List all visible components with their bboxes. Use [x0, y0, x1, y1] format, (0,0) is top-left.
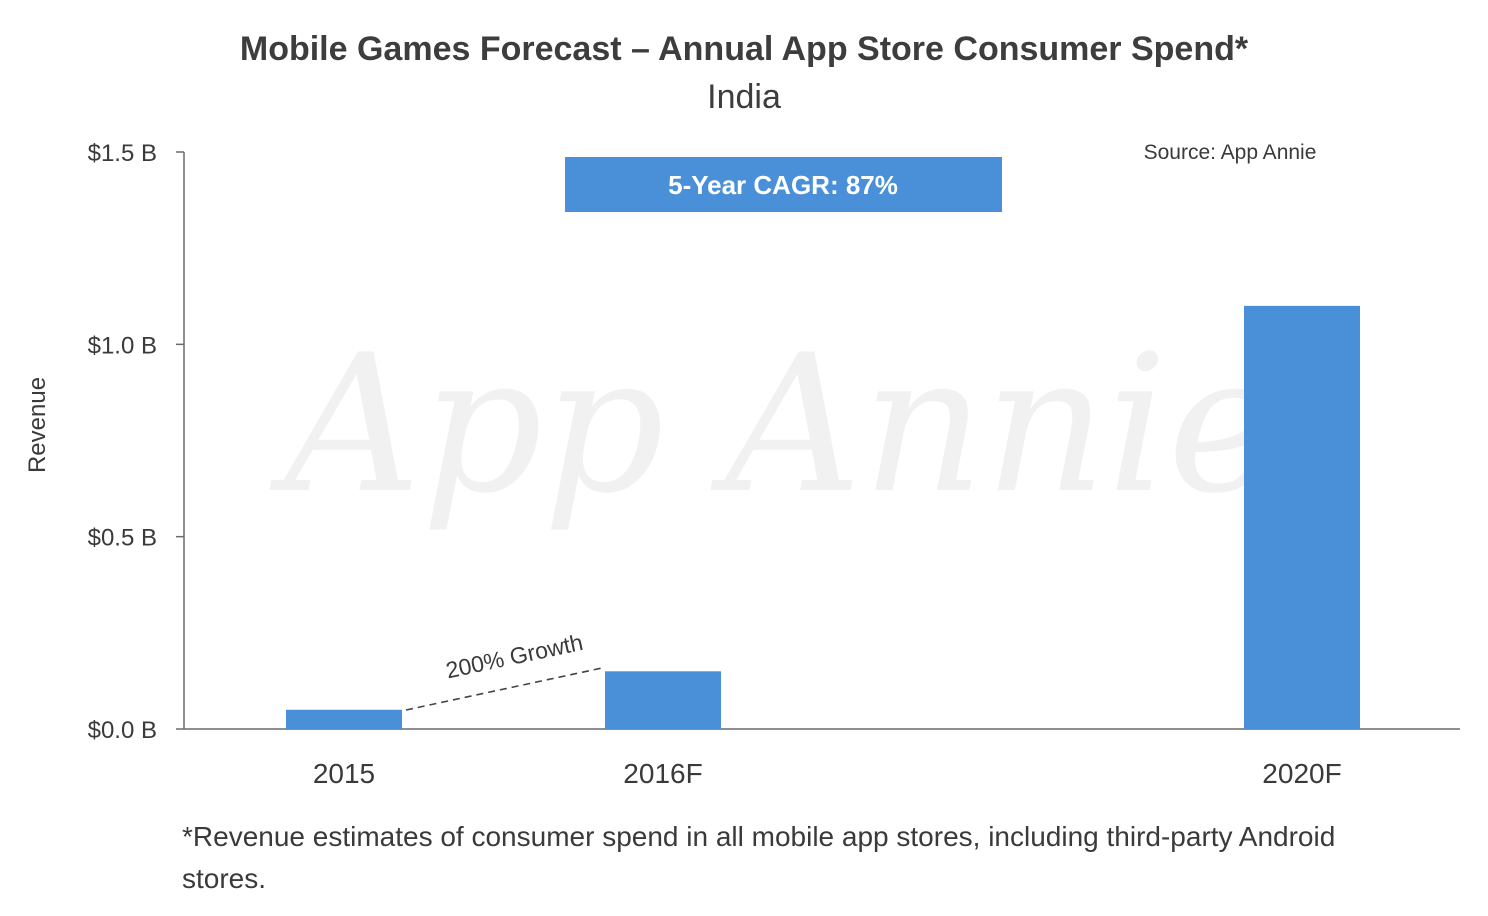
- chart-title: Mobile Games Forecast – Annual App Store…: [240, 30, 1249, 68]
- cagr-box: [565, 157, 1002, 212]
- x-tick-label: 2015: [313, 758, 375, 789]
- cagr-label: 5-Year CAGR: 87%: [668, 170, 898, 200]
- chart-subtitle: India: [707, 78, 781, 116]
- growth-label: 200% Growth: [443, 629, 585, 683]
- watermark-logo: App Annie: [269, 314, 1280, 535]
- y-axis-label: Revenue: [24, 377, 51, 473]
- bar-2020f: [1244, 305, 1360, 729]
- y-ticks: $0.0 B $0.5 B $1.0 B $1.5 B: [88, 140, 184, 744]
- bar-2016f: [605, 671, 721, 729]
- bars: [286, 305, 1360, 729]
- x-tick-label: 2020F: [1262, 758, 1341, 789]
- footnote: *Revenue estimates of consumer spend in …: [182, 821, 1336, 894]
- bar-2015: [286, 709, 402, 729]
- y-tick-label: $1.5 B: [88, 140, 157, 167]
- y-tick-label: $0.0 B: [88, 717, 157, 744]
- category-labels: 2015 2016F 2020F: [313, 758, 1342, 789]
- x-tick-label: 2016F: [623, 758, 702, 789]
- source-note: Source: App Annie: [1144, 141, 1317, 164]
- y-tick-label: $1.0 B: [88, 332, 157, 359]
- y-tick-label: $0.5 B: [88, 525, 157, 552]
- growth-dashed-line: [405, 667, 603, 711]
